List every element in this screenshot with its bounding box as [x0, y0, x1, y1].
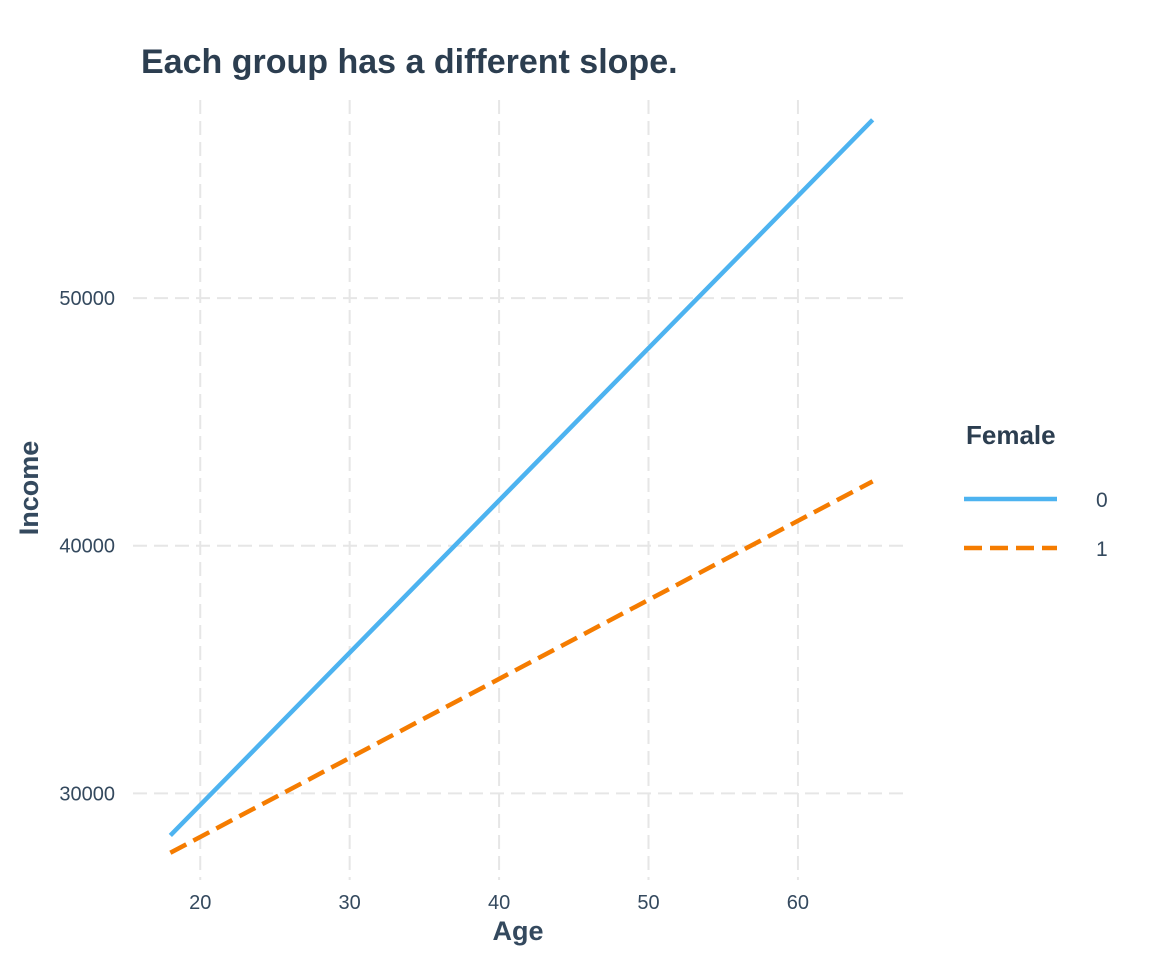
series-line-1 [169, 479, 874, 855]
x-tick-label: 60 [787, 892, 809, 914]
x-tick-label: 20 [189, 892, 211, 914]
x-axis-title: Age [492, 916, 543, 946]
legend-label-0: 0 [1096, 489, 1108, 512]
x-tick-label: 50 [637, 892, 659, 914]
y-tick-label: 30000 [59, 783, 115, 805]
legend: Female 01 [964, 420, 1108, 561]
y-tick-label: 40000 [59, 536, 115, 558]
y-axis-title: Income [14, 441, 44, 536]
legend-title: Female [966, 420, 1056, 450]
series-layer [168, 118, 875, 855]
y-axis-ticks: 30000 40000 50000 [59, 288, 115, 805]
grid [133, 100, 910, 880]
y-tick-label: 50000 [59, 288, 115, 310]
x-tick-label: 30 [339, 892, 361, 914]
legend-label-1: 1 [1096, 538, 1108, 561]
x-axis-ticks: 20 30 40 50 60 [189, 892, 809, 914]
x-tick-label: 40 [488, 892, 510, 914]
legend-items: 01 [964, 489, 1108, 561]
series-line-0 [168, 118, 875, 838]
chart-title: Each group has a different slope. [141, 43, 678, 81]
